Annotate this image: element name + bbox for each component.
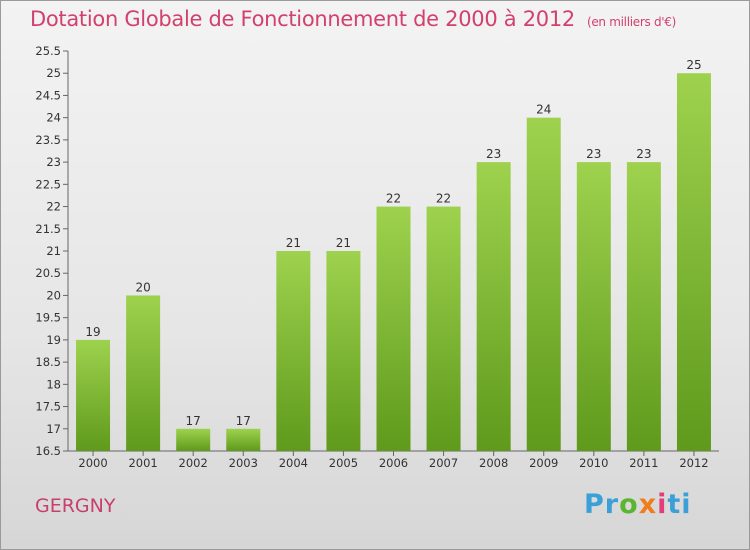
unit-note: (en milliers d'€)	[586, 15, 676, 29]
bar	[226, 428, 261, 451]
x-tick-label: 2009	[529, 456, 558, 470]
x-tick-label: 2002	[179, 456, 208, 470]
x-tick-label: 2005	[329, 456, 358, 470]
y-tick-label: 21	[46, 244, 61, 258]
y-tick-label: 22	[46, 200, 61, 214]
bar	[626, 162, 661, 451]
y-tick-label: 20	[46, 288, 61, 302]
bar	[676, 73, 711, 451]
bar	[76, 339, 111, 451]
value-label: 23	[586, 147, 601, 161]
x-tick-label: 2004	[279, 456, 308, 470]
value-label: 22	[386, 192, 401, 206]
x-tick-label: 2003	[229, 456, 258, 470]
logo-letter: P	[584, 489, 605, 520]
bar	[126, 295, 161, 451]
y-tick-label: 24.5	[35, 88, 61, 102]
bar	[176, 428, 211, 451]
y-tick-label: 17.5	[35, 400, 61, 414]
value-label: 20	[135, 280, 150, 294]
commune-name: GERGNY	[35, 495, 116, 517]
y-tick-label: 18.5	[35, 355, 61, 369]
value-label: 23	[486, 147, 501, 161]
y-tick-label: 25	[46, 66, 61, 80]
x-tick-label: 2012	[679, 456, 708, 470]
title-text: Dotation Globale de Fonctionnement de 20…	[30, 7, 575, 31]
y-tick-label: 24	[46, 111, 61, 125]
axes: 16.5 17 17.5 18 18.5 19 19.5 20 20.5 21 21.5 22 22.5…	[35, 44, 719, 458]
logo-letter: r	[604, 489, 620, 520]
bar	[526, 117, 561, 452]
y-tick-label: 23	[46, 155, 61, 169]
logo-letter: t	[667, 489, 682, 520]
logo-letter: i	[657, 489, 668, 520]
bar	[276, 251, 311, 451]
logo-letter: i	[681, 489, 692, 520]
proxiti-logo: Proxiti	[584, 489, 692, 520]
y-tick-label: 17	[46, 422, 61, 436]
bars	[76, 73, 711, 452]
value-label: 17	[186, 414, 201, 428]
y-tick-label: 16.5	[35, 444, 61, 458]
value-label: 17	[236, 414, 251, 428]
y-tick-label: 25.5	[35, 44, 61, 58]
bar	[476, 162, 511, 451]
x-tick-label: 2000	[78, 456, 107, 470]
bar	[426, 206, 461, 451]
logo-letter: o	[619, 489, 639, 520]
x-tick-label: 2010	[579, 456, 608, 470]
logo-letter: x	[638, 489, 658, 520]
y-tick-label: 19	[46, 333, 61, 347]
y-tick-label: 22.5	[35, 177, 61, 191]
value-label: 21	[336, 236, 351, 250]
value-label: 25	[686, 58, 701, 72]
x-tick-label: 2006	[379, 456, 408, 470]
value-label: 24	[536, 103, 551, 117]
y-tick-label: 18	[46, 377, 61, 391]
bar	[326, 251, 361, 451]
chart-title: Dotation Globale de Fonctionnement de 20…	[30, 7, 676, 31]
x-tick-label: 2011	[629, 456, 658, 470]
value-label: 21	[286, 236, 301, 250]
x-tick-label: 2008	[479, 456, 508, 470]
bar	[576, 162, 611, 451]
x-tick-label: 2001	[128, 456, 157, 470]
value-label: 23	[636, 147, 651, 161]
labels: 2000 19 2001 20 2002 17 2003 17 2004 21 2005 21 2006…	[78, 58, 708, 470]
y-tick-label: 21.5	[35, 222, 61, 236]
value-label: 19	[85, 325, 100, 339]
y-tick-label: 23.5	[35, 133, 61, 147]
x-tick-label: 2007	[429, 456, 458, 470]
y-tick-label: 19.5	[35, 311, 61, 325]
y-tick-label: 20.5	[35, 266, 61, 280]
bar	[376, 206, 411, 451]
value-label: 22	[436, 192, 451, 206]
